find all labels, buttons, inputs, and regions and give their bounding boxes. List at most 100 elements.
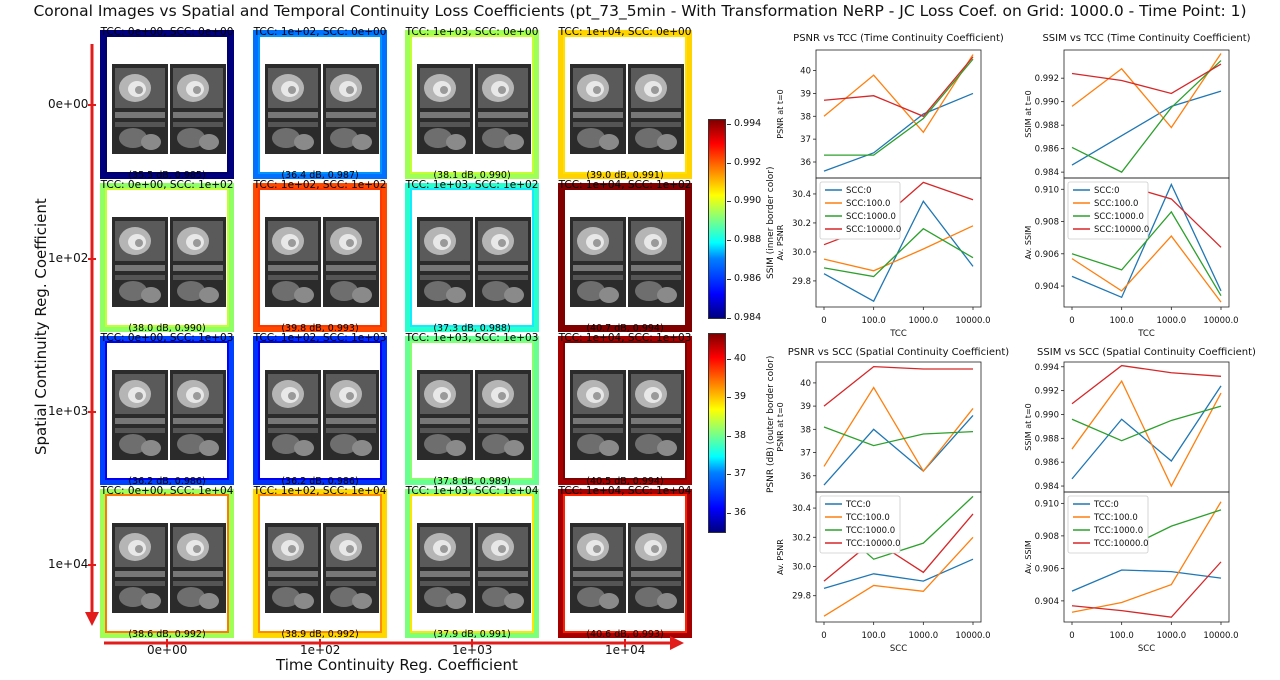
y-tick-label: 37: [800, 135, 811, 145]
bottom-panel: 0.904 0.906 0.908 0.910 Av. SSIM TCC:0 TCC:100…: [1024, 491, 1230, 623]
series-line: [823, 199, 974, 303]
colorbar-tick-label: 0.990: [726, 195, 762, 207]
legend-entry: SCC:100.0: [846, 199, 890, 209]
plot-frame: [815, 491, 982, 623]
page-title: Coronal Images vs Spatial and Temporal C…: [33, 2, 1247, 20]
legend-entry: TCC:0: [1093, 500, 1119, 510]
ssim-colorbar: [708, 119, 726, 319]
colorbar-tick-label: 0.986: [726, 273, 762, 285]
plot-frame: [815, 49, 982, 179]
x-tick-label: 100.0: [1109, 631, 1133, 641]
mri-slice-image: [265, 64, 321, 154]
cell-metrics: (40.5 dB, 0.994): [586, 476, 664, 487]
cell-metrics: (37.9 dB, 0.991): [433, 629, 511, 640]
mri-slice-image: [475, 370, 531, 460]
colorbar-tick-label: 39: [726, 391, 747, 403]
y-tick-label: 30.0: [792, 562, 811, 572]
legend-entry: TCC:100.0: [1093, 513, 1138, 523]
y-tick-label: 0.990: [1035, 410, 1059, 420]
legend: TCC:0 TCC:100.0 TCC:1000.0 TCC:10000.0: [1067, 495, 1149, 554]
series-line: [823, 426, 974, 447]
cell-title: TCC: 1e+04, SCC: 1e+03: [558, 332, 692, 344]
x-tick-label: 1000.0: [1156, 631, 1186, 641]
colorbar-tick-label: 40: [726, 352, 747, 364]
cell-metrics: (36.2 dB, 0.986): [128, 476, 206, 487]
mri-slice-image: [628, 370, 684, 460]
legend-entry: SCC:0: [1094, 186, 1120, 196]
mri-slice-image: [628, 64, 684, 154]
y-tick-label: 0.988: [1035, 434, 1059, 444]
y-tick-label: 0.986: [1035, 145, 1059, 155]
line-chart: SSIM vs SCC (Spatial Continuity Coeffici…: [1024, 347, 1256, 654]
y-tick-label: 0.990: [1035, 98, 1059, 108]
cell-inner: [410, 188, 534, 327]
y-tick-label: 0.984: [1035, 168, 1059, 178]
cell-metrics: (40.7 dB, 0.994): [586, 323, 664, 334]
row-tick-label: 1e+03: [48, 404, 89, 418]
cell-metrics: (38.0 dB, 0.990): [128, 323, 206, 334]
x-tick-label: 10000.0: [955, 631, 990, 641]
series-line: [823, 56, 974, 118]
mri-slice-image: [628, 523, 684, 613]
line-chart: PSNR vs SCC (Spatial Continuity Coeffici…: [776, 347, 1009, 654]
cell-metrics: (38.9 dB, 0.992): [281, 629, 359, 640]
legend-entry: TCC:1000.0: [1093, 526, 1143, 536]
cell-title: TCC: 1e+03, SCC: 1e+03: [405, 332, 539, 344]
x-axis-label: TCC: [1137, 329, 1155, 339]
row-tick-label: 1e+02: [48, 251, 89, 265]
cell-inner: [410, 35, 534, 174]
series-line: [1071, 235, 1222, 303]
legend-entry: SCC:1000.0: [846, 212, 896, 222]
cell-title: TCC: 1e+03, SCC: 0e+00: [405, 26, 539, 38]
grid-cell: TCC: 1e+04, SCC: 1e+03 (40.5 dB, 0.994): [558, 332, 692, 487]
cell-inner: [105, 341, 229, 480]
mri-slice-image: [323, 64, 379, 154]
legend: SCC:0 SCC:100.0 SCC:1000.0 SCC:10000.0: [1067, 181, 1149, 240]
cell-inner: [258, 341, 382, 480]
mri-slice-image: [170, 217, 226, 307]
legend-box: [1067, 495, 1149, 554]
legend-entry: TCC:0: [845, 500, 871, 510]
row-tick-label: 0e+00: [48, 97, 89, 111]
y-tick-label: 0.992: [1035, 387, 1059, 397]
mri-slice-image: [570, 523, 626, 613]
cell-title: TCC: 1e+02, SCC: 1e+04: [253, 485, 387, 497]
cell-inner: [563, 341, 687, 480]
y-tick-label: 37: [800, 449, 811, 459]
grid-cell: TCC: 1e+04, SCC: 1e+02 (40.7 dB, 0.994): [558, 179, 692, 334]
colorbar-tick-label: 0.984: [726, 312, 762, 323]
cell-inner: [410, 341, 534, 480]
y-axis-label: Av. SSIM: [1024, 540, 1033, 574]
grid-cell: TCC: 0e+00, SCC: 1e+04 (38.6 dB, 0.992): [100, 485, 234, 640]
grid-cell: TCC: 1e+02, SCC: 0e+00 (36.4 dB, 0.987): [253, 26, 387, 181]
cell-inner: [105, 494, 229, 633]
y-tick-label: 0.994: [1035, 363, 1059, 373]
row-tick-label: 1e+04: [48, 557, 89, 571]
legend-entry: TCC:10000.0: [845, 539, 901, 549]
x-tick-label: 0: [821, 631, 826, 641]
series-line: [823, 536, 974, 617]
x-tick-label: 100.0: [861, 316, 885, 326]
y-tick-label: 29.8: [792, 592, 811, 602]
legend: SCC:0 SCC:100.0 SCC:1000.0 SCC:10000.0: [819, 181, 901, 240]
x-tick-label: 0: [821, 316, 826, 326]
cell-metrics: (37.3 dB, 0.988): [433, 323, 511, 334]
cell-title: TCC: 0e+00, SCC: 1e+04: [100, 485, 234, 497]
cell-metrics: (40.6 dB, 0.993): [586, 629, 664, 640]
mri-slice-image: [170, 64, 226, 154]
x-tick-label: 10000.0: [1203, 631, 1238, 641]
y-tick-label: 0.984: [1035, 482, 1059, 492]
cell-metrics: (38.1 dB, 0.990): [433, 170, 511, 181]
y-axis-label: PSNR at t=0: [776, 89, 785, 139]
grid-cell: TCC: 0e+00, SCC: 1e+03 (36.2 dB, 0.986): [100, 332, 234, 487]
y-tick-label: 36: [800, 472, 811, 482]
x-tick-label: 1000.0: [908, 316, 938, 326]
legend-entry: TCC:100.0: [845, 513, 890, 523]
y-tick-label: 29.8: [792, 277, 811, 287]
y-tick-label: 0.992: [1035, 74, 1059, 84]
mri-slice-image: [112, 370, 168, 460]
grid-y-axis-label: Spatial Continuity Reg. Coefficient: [32, 198, 50, 455]
grid-cell: TCC: 0e+00, SCC: 0e+00 (35.5 dB, 0.985): [100, 26, 234, 181]
